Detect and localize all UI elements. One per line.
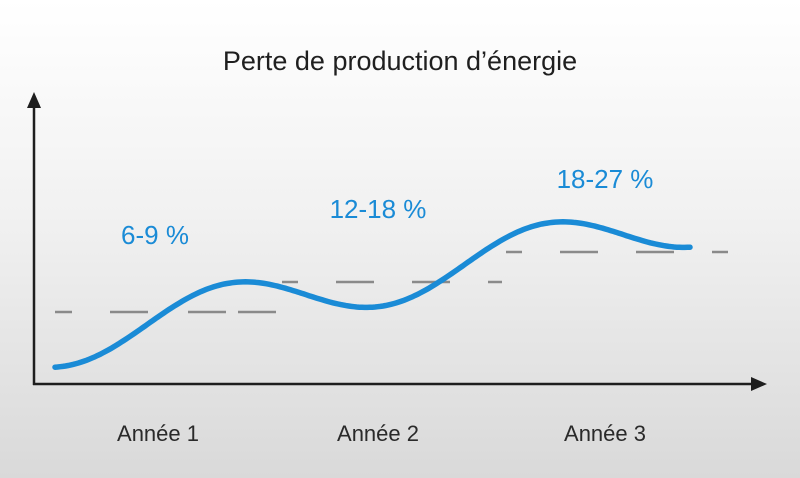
chart-title: Perte de production d’énergie	[223, 46, 577, 76]
y-axis-arrow-icon	[27, 92, 41, 108]
peak-label-annee-2: 12-18 %	[330, 194, 427, 224]
series-curve	[52, 219, 693, 370]
x-tick-label-annee-1: Année 1	[117, 421, 199, 446]
x-tick-label-annee-2: Année 2	[337, 421, 419, 446]
x-axis-arrow-icon	[751, 377, 767, 391]
peak-label-annee-3: 18-27 %	[557, 164, 654, 194]
peak-label-annee-1: 6-9 %	[121, 220, 189, 250]
reference-dashes	[55, 250, 728, 314]
x-tick-label-annee-3: Année 3	[564, 421, 646, 446]
